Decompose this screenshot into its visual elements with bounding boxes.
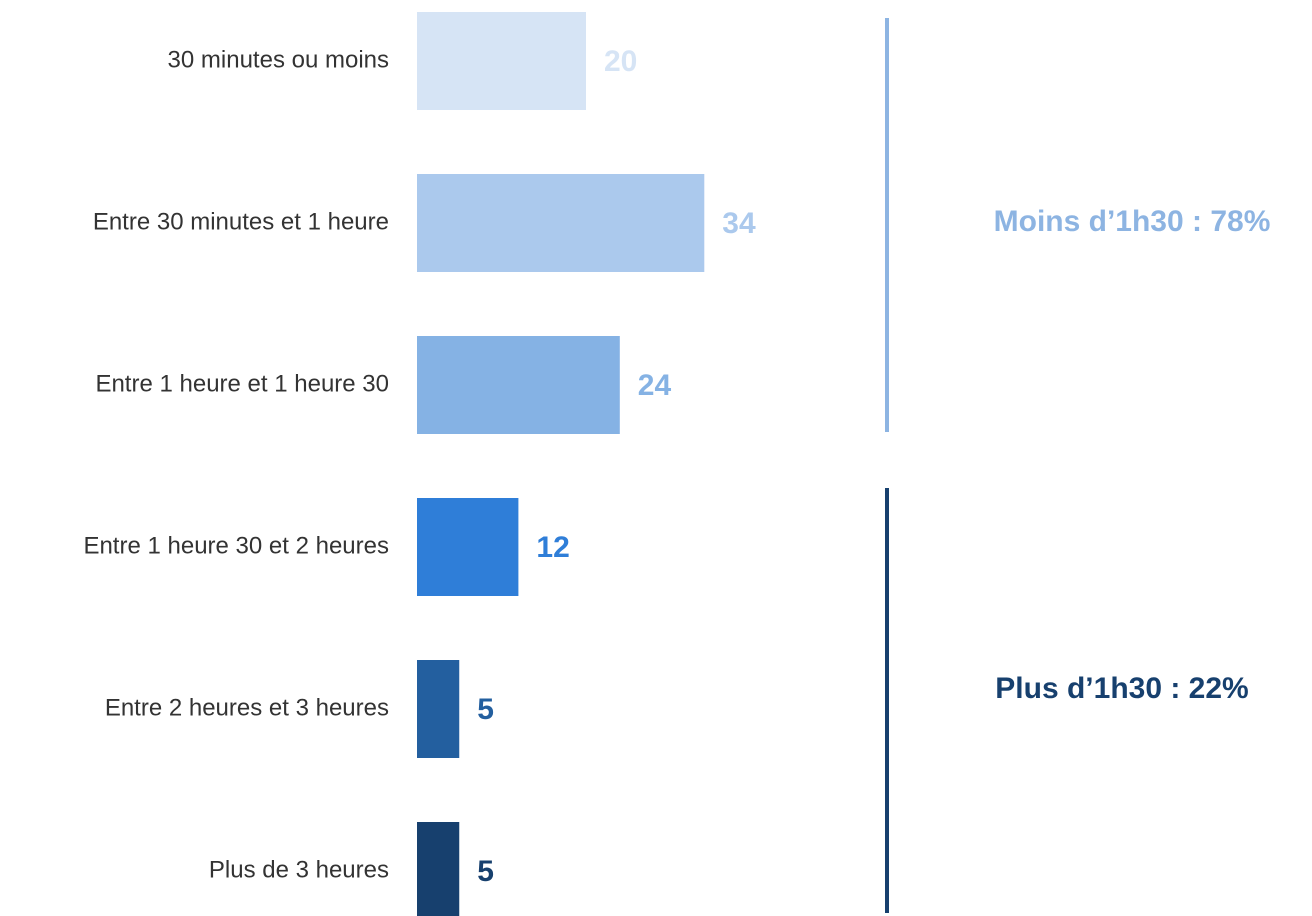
bar — [417, 174, 705, 272]
value-label: 24 — [638, 369, 672, 402]
category-label: 30 minutes ou moins — [168, 46, 389, 73]
bar — [417, 660, 460, 758]
bar — [417, 12, 586, 110]
value-label: 34 — [722, 207, 756, 240]
value-label: 20 — [604, 45, 637, 78]
value-label: 12 — [536, 531, 569, 564]
category-label: Entre 30 minutes et 1 heure — [93, 208, 389, 235]
category-label: Entre 1 heure 30 et 2 heures — [83, 532, 389, 559]
value-label: 5 — [477, 855, 494, 888]
category-label: Plus de 3 heures — [209, 856, 389, 883]
group-annotation: Moins d’1h30 : 78% — [994, 205, 1271, 238]
category-label: Entre 1 heure et 1 heure 30 — [95, 370, 389, 397]
group-annotation: Plus d’1h30 : 22% — [995, 672, 1248, 705]
bar — [417, 336, 620, 434]
bar — [417, 498, 519, 596]
category-label: Entre 2 heures et 3 heures — [105, 694, 389, 721]
value-label: 5 — [477, 693, 494, 726]
bar — [417, 822, 460, 916]
